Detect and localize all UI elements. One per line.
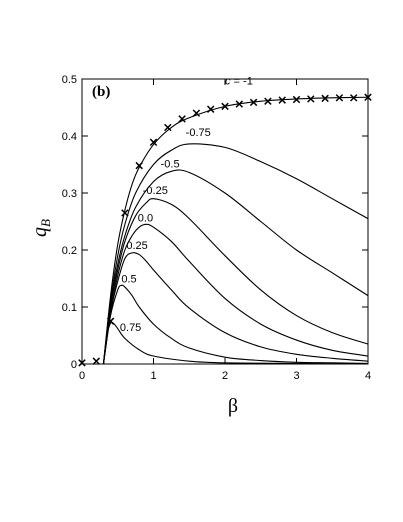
- series-line: [102, 198, 369, 365]
- data-point: [335, 94, 344, 102]
- data-point: [249, 98, 258, 107]
- series-line: [102, 284, 369, 365]
- series-label: -0.5: [161, 158, 180, 170]
- series-label: 0.0: [138, 213, 153, 225]
- series-label: -0.75: [186, 127, 211, 139]
- curves: [102, 96, 369, 365]
- markers: [78, 93, 372, 367]
- data-point: [135, 161, 143, 170]
- data-point: [164, 123, 172, 132]
- panel-label: (b): [92, 84, 110, 100]
- series-line: [102, 143, 369, 365]
- x-axis-title: β: [228, 395, 238, 417]
- series-label: 0.5: [121, 273, 136, 285]
- y-tick-label: 0.2: [62, 245, 77, 257]
- data-point: [264, 97, 272, 105]
- data-point: [221, 102, 229, 111]
- data-point: [278, 96, 286, 104]
- curve-labels: c = -1 -0.75 -0.5 -0.25 0.0 0.25 0.5 0.75: [120, 76, 253, 334]
- y-tick-label: 0: [71, 359, 77, 371]
- data-point: [206, 105, 215, 113]
- x-tick-label: 4: [365, 370, 371, 382]
- data-point: [78, 359, 86, 367]
- data-point: [307, 95, 315, 103]
- data-point: [178, 115, 186, 123]
- series-line: [102, 223, 369, 365]
- series-line: [102, 169, 369, 365]
- series-line: [102, 252, 369, 365]
- y-tick-label: 0.4: [62, 131, 77, 143]
- data-point: [349, 94, 358, 102]
- series-line: [102, 321, 369, 365]
- series-label: 0.25: [126, 240, 147, 252]
- y-axis-title-main: q: [29, 227, 51, 237]
- series-label: c = -1: [225, 76, 253, 88]
- x-tick-label: 0: [79, 370, 85, 382]
- y-tick-label: 0.3: [62, 188, 77, 200]
- data-point: [192, 109, 201, 117]
- data-point: [321, 94, 329, 103]
- series-label: 0.75: [120, 322, 141, 334]
- x-tick-label: 3: [293, 370, 299, 382]
- data-point: [235, 100, 244, 108]
- y-axis-title-sub: B: [38, 219, 53, 227]
- data-point: [364, 93, 372, 101]
- x-tick-label: 2: [222, 370, 228, 382]
- data-point: [149, 138, 158, 147]
- y-tick-label: 0.5: [62, 74, 77, 86]
- data-point: [106, 317, 115, 325]
- data-point: [92, 357, 101, 365]
- y-axis-title: qB: [29, 219, 53, 237]
- data-point: [292, 95, 301, 104]
- svg-text:qB: qB: [29, 219, 53, 237]
- series-line: [102, 96, 369, 365]
- series-label: -0.25: [143, 185, 168, 197]
- x-tick-label: 1: [150, 370, 156, 382]
- axes: 0 1 2 3 4 0 0.1 0.2 0.3 0.4 0.5: [62, 74, 371, 382]
- data-point: [121, 209, 129, 217]
- y-tick-label: 0.1: [62, 302, 77, 314]
